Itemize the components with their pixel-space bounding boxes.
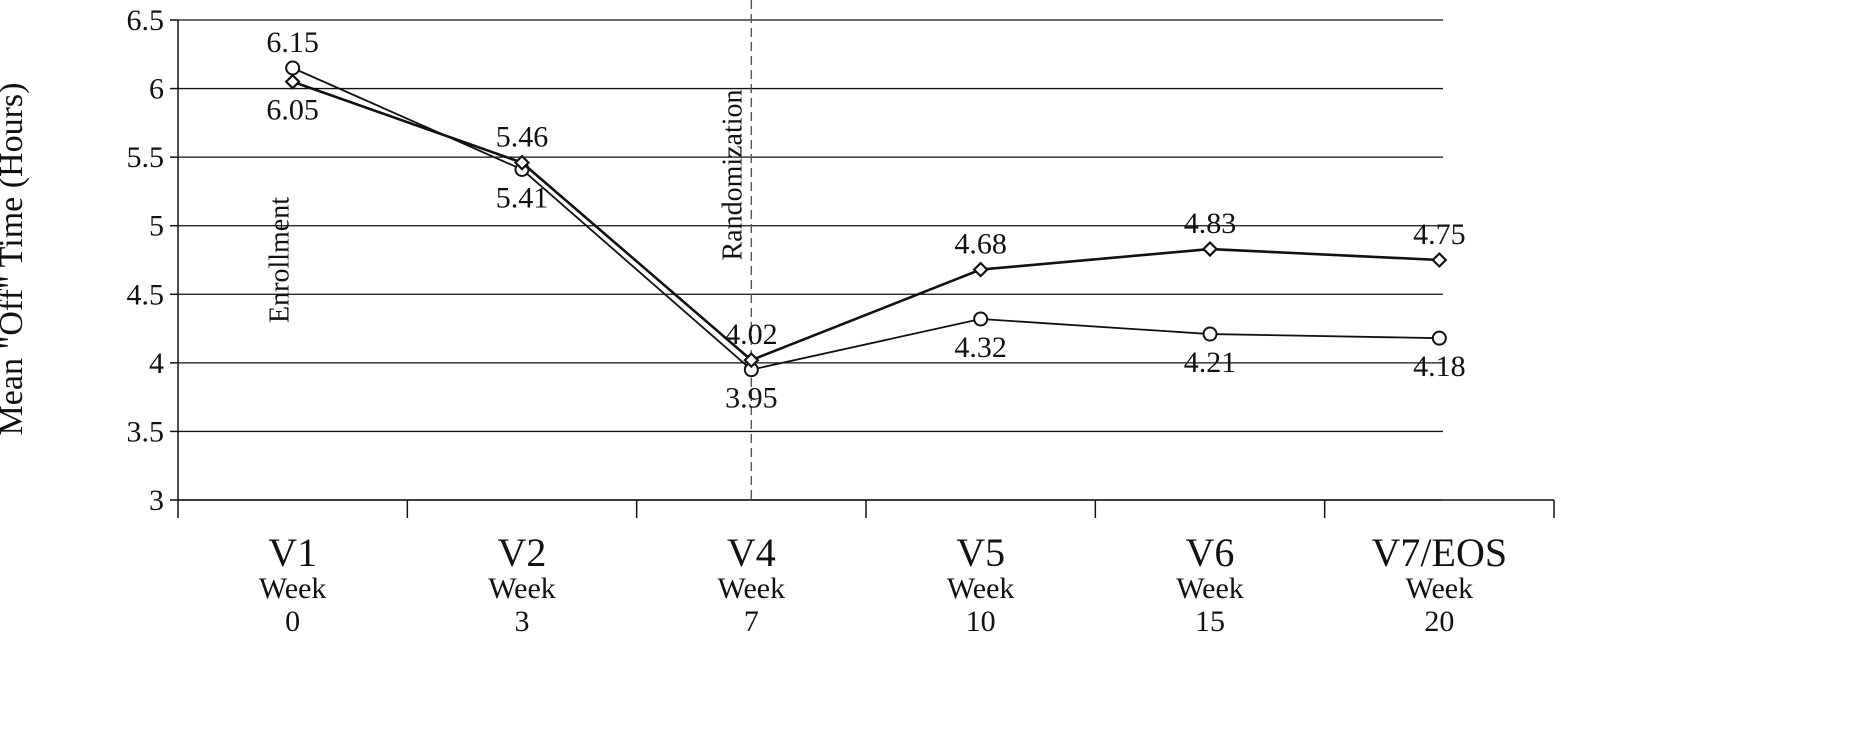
- data-point-diamond: [284, 73, 301, 90]
- y-tick-label: 4: [149, 347, 164, 380]
- data-label: 6.15: [266, 26, 319, 59]
- data-label: 4.21: [1184, 346, 1237, 379]
- grid-lines: [178, 19, 1443, 501]
- data-point-diamond: [513, 154, 531, 171]
- x-week-number: 3: [515, 605, 530, 638]
- x-category-label: V1: [268, 530, 317, 575]
- x-week-label: Week: [1406, 572, 1474, 605]
- x-week-label: Week: [947, 572, 1015, 605]
- series-line-diamond: [292, 80, 1440, 362]
- data-label: 4.75: [1413, 218, 1466, 251]
- series-line-circle: [292, 67, 1440, 371]
- x-week-number: 7: [744, 605, 759, 638]
- y-tick-label: 5.5: [127, 141, 165, 174]
- data-label: 5.46: [496, 121, 549, 154]
- data-point-circle: [285, 60, 301, 76]
- y-tick-label: 6.5: [127, 4, 165, 37]
- data-label: 4.68: [954, 228, 1007, 261]
- y-tick-label: 3: [149, 484, 164, 517]
- data-label: 4.83: [1184, 207, 1237, 240]
- data-point-diamond: [1431, 251, 1448, 269]
- data-label: 4.02: [725, 318, 778, 351]
- x-week-label: Week: [1176, 572, 1244, 605]
- data-label: 4.32: [954, 331, 1007, 364]
- y-axis-label: Mean "Off" Time (Hours): [0, 83, 30, 436]
- enrollment-label: Enrollment: [265, 197, 296, 323]
- x-category-label: V6: [1186, 530, 1235, 575]
- x-week-number: 20: [1424, 605, 1454, 638]
- y-tick-label: 6: [149, 73, 164, 106]
- x-week-label: Week: [718, 572, 786, 605]
- series: [284, 60, 1448, 378]
- y-tick-label: 5: [149, 210, 164, 243]
- data-label: 4.18: [1413, 350, 1466, 383]
- randomization-label: Randomization: [717, 89, 748, 260]
- x-week-number: 0: [285, 605, 300, 638]
- data-point-circle: [1202, 326, 1218, 342]
- x-category-label: V4: [727, 530, 776, 575]
- x-week-number: 15: [1195, 605, 1225, 638]
- x-category-label: V2: [498, 530, 547, 575]
- x-week-number: 10: [966, 605, 996, 638]
- annotations: Randomization Enrollment: [265, 0, 753, 500]
- axes: 33.544.555.566.5V1Week0V2Week3V4Week7V5W…: [127, 4, 1555, 638]
- x-category-label: V5: [956, 530, 1005, 575]
- y-tick-label: 4.5: [127, 278, 165, 311]
- x-week-label: Week: [488, 572, 556, 605]
- data-point-diamond: [972, 261, 989, 278]
- data-point-circle: [1431, 330, 1447, 346]
- x-category-label: V7/EOS: [1372, 530, 1508, 575]
- data-label: 6.05: [266, 94, 319, 127]
- data-label: 3.95: [725, 382, 778, 415]
- data-point-diamond: [1201, 240, 1219, 258]
- y-tick-label: 3.5: [127, 415, 165, 448]
- x-week-label: Week: [259, 572, 327, 605]
- data-labels: 6.15 6.05 5.41 5.46 3.95 4.02 4.32 4.68 4.21 4.83…: [266, 26, 1465, 415]
- data-point-diamond: [743, 352, 760, 369]
- data-label: 5.41: [496, 181, 549, 214]
- data-point-circle: [973, 311, 989, 327]
